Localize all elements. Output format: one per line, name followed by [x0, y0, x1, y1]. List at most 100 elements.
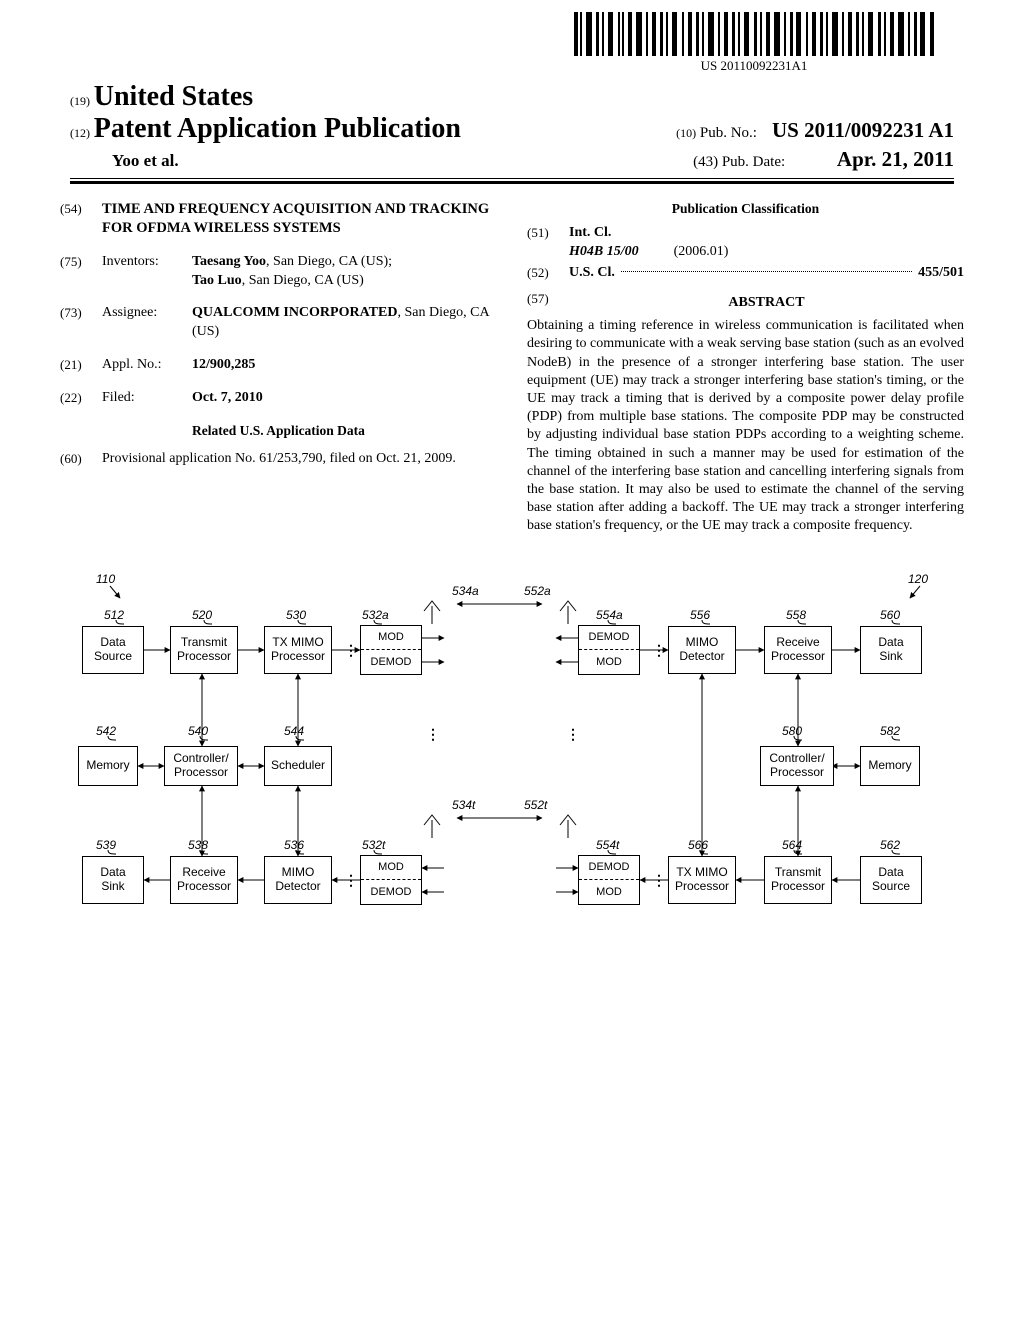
- ref-552t: 552t: [524, 798, 547, 812]
- inventor-1: Taesang Yoo: [192, 254, 266, 269]
- assignee-val: QUALCOMM INCORPORATED, San Diego, CA (US…: [192, 304, 497, 342]
- dotfill: [621, 271, 912, 272]
- ref-532t: 532t: [362, 838, 385, 852]
- abstract-heading: ABSTRACT: [569, 294, 964, 313]
- header: (19) United States (12) Patent Applicati…: [60, 81, 964, 184]
- ref-542: 542: [96, 724, 116, 738]
- title-code: (54): [60, 200, 102, 239]
- authors: Yoo et al.: [70, 151, 179, 171]
- box-transmit-processor-bottom: TransmitProcessor: [764, 856, 832, 904]
- inventors-code: (75): [60, 253, 102, 291]
- filed-date: Oct. 7, 2010: [192, 390, 263, 405]
- box-demod-mod-554t: DEMOD MOD: [578, 855, 640, 905]
- pubno: US 2011/0092231 A1: [772, 118, 954, 142]
- ref-532a: 532a: [362, 608, 389, 622]
- ref-554t: 554t: [596, 838, 619, 852]
- invention-title: TIME AND FREQUENCY ACQUISITION AND TRACK…: [102, 200, 497, 239]
- ref-580: 580: [782, 724, 802, 738]
- pubno-code: (10): [676, 126, 696, 140]
- ref-544: 544: [284, 724, 304, 738]
- ref-538: 538: [188, 838, 208, 852]
- ref-536: 536: [284, 838, 304, 852]
- inventor-2: Tao Luo: [192, 273, 242, 288]
- pubdate-label: Pub. Date:: [722, 154, 785, 170]
- country-code: (19): [70, 94, 90, 108]
- barcode: US 20110092231A1: [574, 12, 934, 74]
- inventors-label: Inventors:: [102, 253, 192, 291]
- ref-110: 110: [96, 572, 115, 586]
- intcl-code: (51): [527, 224, 569, 262]
- vdots-icon: ⋮: [652, 872, 666, 889]
- right-column: Publication Classification (51) Int. Cl.…: [527, 200, 964, 536]
- applno-code: (21): [60, 356, 102, 375]
- ref-120: 120: [908, 572, 928, 586]
- box-memory-left: Memory: [78, 746, 138, 786]
- vdots-icon: ⋮: [652, 642, 666, 659]
- pub-type: Patent Application Publication: [94, 113, 461, 144]
- applno-label: Appl. No.:: [102, 356, 192, 375]
- box-data-sink-tx: DataSink: [82, 856, 144, 904]
- prov-code: (60): [60, 450, 102, 469]
- vdots-icon: ⋮: [566, 726, 580, 743]
- abstract-code: (57): [527, 290, 569, 317]
- assignee-label: Assignee:: [102, 304, 192, 342]
- assignee-name: QUALCOMM INCORPORATED: [192, 305, 397, 320]
- inventors-val: Taesang Yoo, San Diego, CA (US); Tao Luo…: [192, 253, 497, 291]
- pubno-label: Pub. No.:: [700, 125, 757, 141]
- country: United States: [94, 81, 253, 112]
- ref-540: 540: [188, 724, 208, 738]
- box-tx-mimo-bottom: TX MIMOProcessor: [668, 856, 736, 904]
- assignee-code: (73): [60, 304, 102, 342]
- pub-type-code: (12): [70, 126, 90, 140]
- applno: 12/900,285: [192, 357, 255, 372]
- ref-539: 539: [96, 838, 116, 852]
- ref-552a: 552a: [524, 584, 551, 598]
- box-controller-left: Controller/Processor: [164, 746, 238, 786]
- related-heading: Related U.S. Application Data: [60, 422, 497, 440]
- ref-566: 566: [688, 838, 708, 852]
- vdots-icon: ⋮: [344, 872, 358, 889]
- intcl-date: (2006.01): [674, 244, 729, 259]
- ref-534t: 534t: [452, 798, 475, 812]
- abstract-text: Obtaining a timing reference in wireless…: [527, 317, 964, 535]
- box-data-source-bottom: DataSource: [860, 856, 922, 904]
- vdots-icon: ⋮: [344, 642, 358, 659]
- box-transmit-processor: TransmitProcessor: [170, 626, 238, 674]
- box-receive-processor: ReceiveProcessor: [764, 626, 832, 674]
- box-demod-mod-554a: DEMOD MOD: [578, 625, 640, 675]
- ref-558: 558: [786, 608, 806, 622]
- box-mod-demod-532t: MOD DEMOD: [360, 855, 422, 905]
- rule-thin: [70, 178, 954, 179]
- ref-564: 564: [782, 838, 802, 852]
- uscl-label: U.S. Cl.: [569, 264, 615, 283]
- box-data-sink-rx: DataSink: [860, 626, 922, 674]
- classif-heading: Publication Classification: [527, 200, 964, 218]
- bibliographic-data: (54) TIME AND FREQUENCY ACQUISITION AND …: [60, 200, 964, 536]
- ref-556: 556: [690, 608, 710, 622]
- ref-560: 560: [880, 608, 900, 622]
- left-column: (54) TIME AND FREQUENCY ACQUISITION AND …: [60, 200, 497, 536]
- intcl-class: H04B 15/00: [569, 244, 639, 259]
- ref-534a: 534a: [452, 584, 479, 598]
- box-memory-right: Memory: [860, 746, 920, 786]
- intcl-label: Int. Cl.: [569, 225, 611, 240]
- uscl-val: 455/501: [918, 264, 964, 283]
- ref-582: 582: [880, 724, 900, 738]
- vdots-icon: ⋮: [426, 726, 440, 743]
- ref-554a: 554a: [596, 608, 623, 622]
- box-tx-mimo-processor: TX MIMOProcessor: [264, 626, 332, 674]
- block-diagram-figure: 110 120 512 520 530 532a 534a 552a 554a …: [72, 566, 952, 936]
- filed-label: Filed:: [102, 389, 192, 408]
- barcode-area: US 20110092231A1: [0, 0, 1024, 75]
- box-mod-demod-532a: MOD DEMOD: [360, 625, 422, 675]
- ref-512: 512: [104, 608, 124, 622]
- pubdate: Apr. 21, 2011: [837, 147, 954, 171]
- prov-text: Provisional application No. 61/253,790, …: [102, 450, 497, 469]
- rule-thick: [70, 181, 954, 184]
- box-mimo-detector-bottom: MIMODetector: [264, 856, 332, 904]
- box-controller-right: Controller/Processor: [760, 746, 834, 786]
- barcode-label: US 20110092231A1: [574, 58, 934, 74]
- ref-520: 520: [192, 608, 212, 622]
- box-data-source-tx: DataSource: [82, 626, 144, 674]
- pubdate-code: (43): [693, 154, 718, 170]
